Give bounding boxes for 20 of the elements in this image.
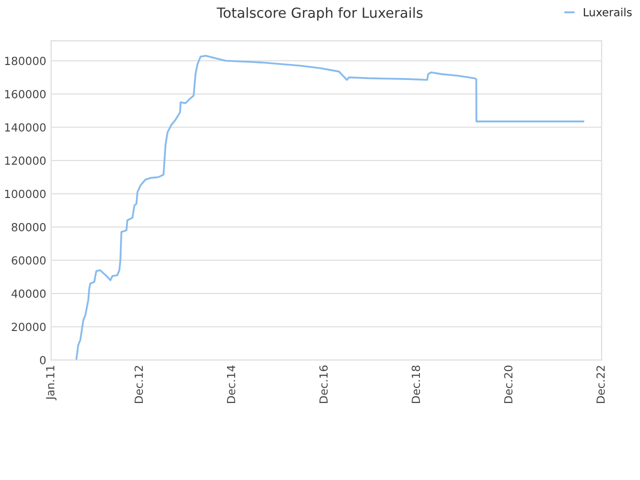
y-tick-label: 40000	[12, 289, 46, 298]
y-tick-label: 140000	[5, 123, 46, 132]
y-tick-label: 120000	[5, 156, 46, 165]
y-tick-label: 100000	[5, 190, 46, 198]
x-tick-label: Dec.14	[227, 365, 236, 403]
y-tick-label: 60000	[12, 256, 46, 265]
line-series	[75, 54, 584, 360]
y-tick-label: 20000	[12, 322, 46, 332]
x-tick-label: Jan.11	[46, 366, 56, 400]
y-tick-label: 80000	[12, 222, 46, 232]
x-tick-label: Dec.22	[596, 366, 605, 403]
y-tick-label: 0	[40, 356, 46, 364]
x-tick-label: Dec.20	[504, 366, 512, 403]
x-tick-label: Dec.16	[319, 366, 328, 403]
y-tick-label: 160000	[5, 90, 46, 98]
chart-title: Totalscore Graph for Luxerails	[216, 7, 423, 21]
legend-label: Luxerails	[584, 8, 632, 16]
y-tick-label: 180000	[5, 56, 46, 66]
x-tick-label: Dec.18	[412, 366, 420, 403]
x-tick-label: Dec.12	[134, 366, 143, 403]
